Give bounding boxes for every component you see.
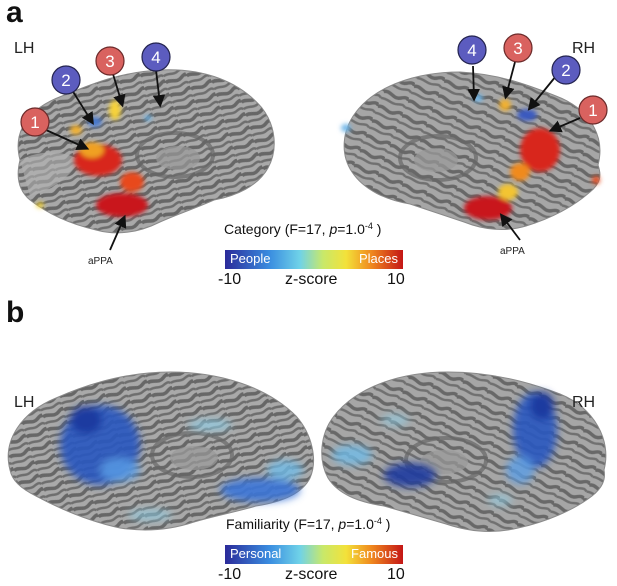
panel-b-letter: b <box>6 296 25 329</box>
arrow-rh-3 <box>502 61 516 100</box>
panel-a-brains <box>17 69 601 234</box>
panel-a-markers: 1 2 3 4 4 3 2 1 <box>20 33 608 137</box>
arrow-lh-1 <box>45 129 90 151</box>
colorbar-a-title: Category (F=17, p=1.0-4 ) <box>224 221 382 237</box>
colorbar-a-min: -10 <box>218 271 242 288</box>
arrow-rh-2 <box>527 75 557 111</box>
colorbar-b-min: -10 <box>218 566 242 583</box>
panel-a-appa-left: aPPA <box>88 256 113 267</box>
arrow-rh-1 <box>548 117 581 133</box>
colorbar-b-right-label: Famous <box>351 546 398 561</box>
colorbar-b-gradient <box>225 545 403 564</box>
panel-a-lh-brain <box>17 69 275 234</box>
panel-b-lh-label: LH <box>14 394 35 411</box>
marker-lh-4 <box>141 42 171 72</box>
marker-rh-3-label: 3 <box>513 39 522 58</box>
marker-lh-2 <box>51 65 81 95</box>
marker-lh-4-label: 4 <box>151 48 160 67</box>
colorbar-b-title: Familiarity (F=17, p=1.0-4 ) <box>226 516 391 532</box>
arrow-lh-appa <box>109 214 127 251</box>
colorbar-b-mid: z-score <box>285 566 338 583</box>
colorbar-b: Personal Famous <box>225 545 403 564</box>
colorbar-a-mid: z-score <box>285 271 338 288</box>
panel-b-lh-brain <box>7 371 314 531</box>
colorbar-a-max: 10 <box>387 271 405 288</box>
panel-b-rh-label: RH <box>572 394 596 411</box>
marker-rh-2 <box>551 55 581 85</box>
panel-a-letter: a <box>6 0 23 29</box>
colorbar-b-max: 10 <box>387 566 405 583</box>
marker-lh-3 <box>95 46 125 76</box>
marker-lh-1 <box>20 107 50 137</box>
marker-rh-2-label: 2 <box>561 61 570 80</box>
colorbar-a: People Places <box>225 250 403 269</box>
marker-rh-1-label: 1 <box>588 101 597 120</box>
colorbar-a-right-label: Places <box>358 251 398 266</box>
panel-a-appa-right: aPPA <box>500 246 525 257</box>
marker-rh-1 <box>578 95 608 125</box>
panel-b-brains <box>7 371 607 532</box>
colorbar-a-gradient <box>225 250 403 269</box>
panel-a-lh-label: LH <box>14 40 35 57</box>
marker-lh-1-label: 1 <box>30 113 39 132</box>
marker-rh-3 <box>503 33 533 63</box>
panel-a-rh-label: RH <box>572 40 596 57</box>
colorbar-b-left-label: Personal <box>230 546 282 561</box>
panel-a-arrows <box>45 61 581 251</box>
arrow-rh-appa <box>499 213 521 241</box>
marker-rh-4-label: 4 <box>467 41 476 60</box>
marker-lh-3-label: 3 <box>105 52 114 71</box>
colorbar-a-left-label: People <box>230 251 271 266</box>
arrow-rh-4 <box>467 65 481 102</box>
arrow-lh-2 <box>71 89 94 126</box>
marker-rh-4 <box>457 35 487 65</box>
arrow-lh-3 <box>112 73 126 108</box>
arrow-lh-4 <box>152 69 166 108</box>
marker-lh-2-label: 2 <box>61 71 70 90</box>
